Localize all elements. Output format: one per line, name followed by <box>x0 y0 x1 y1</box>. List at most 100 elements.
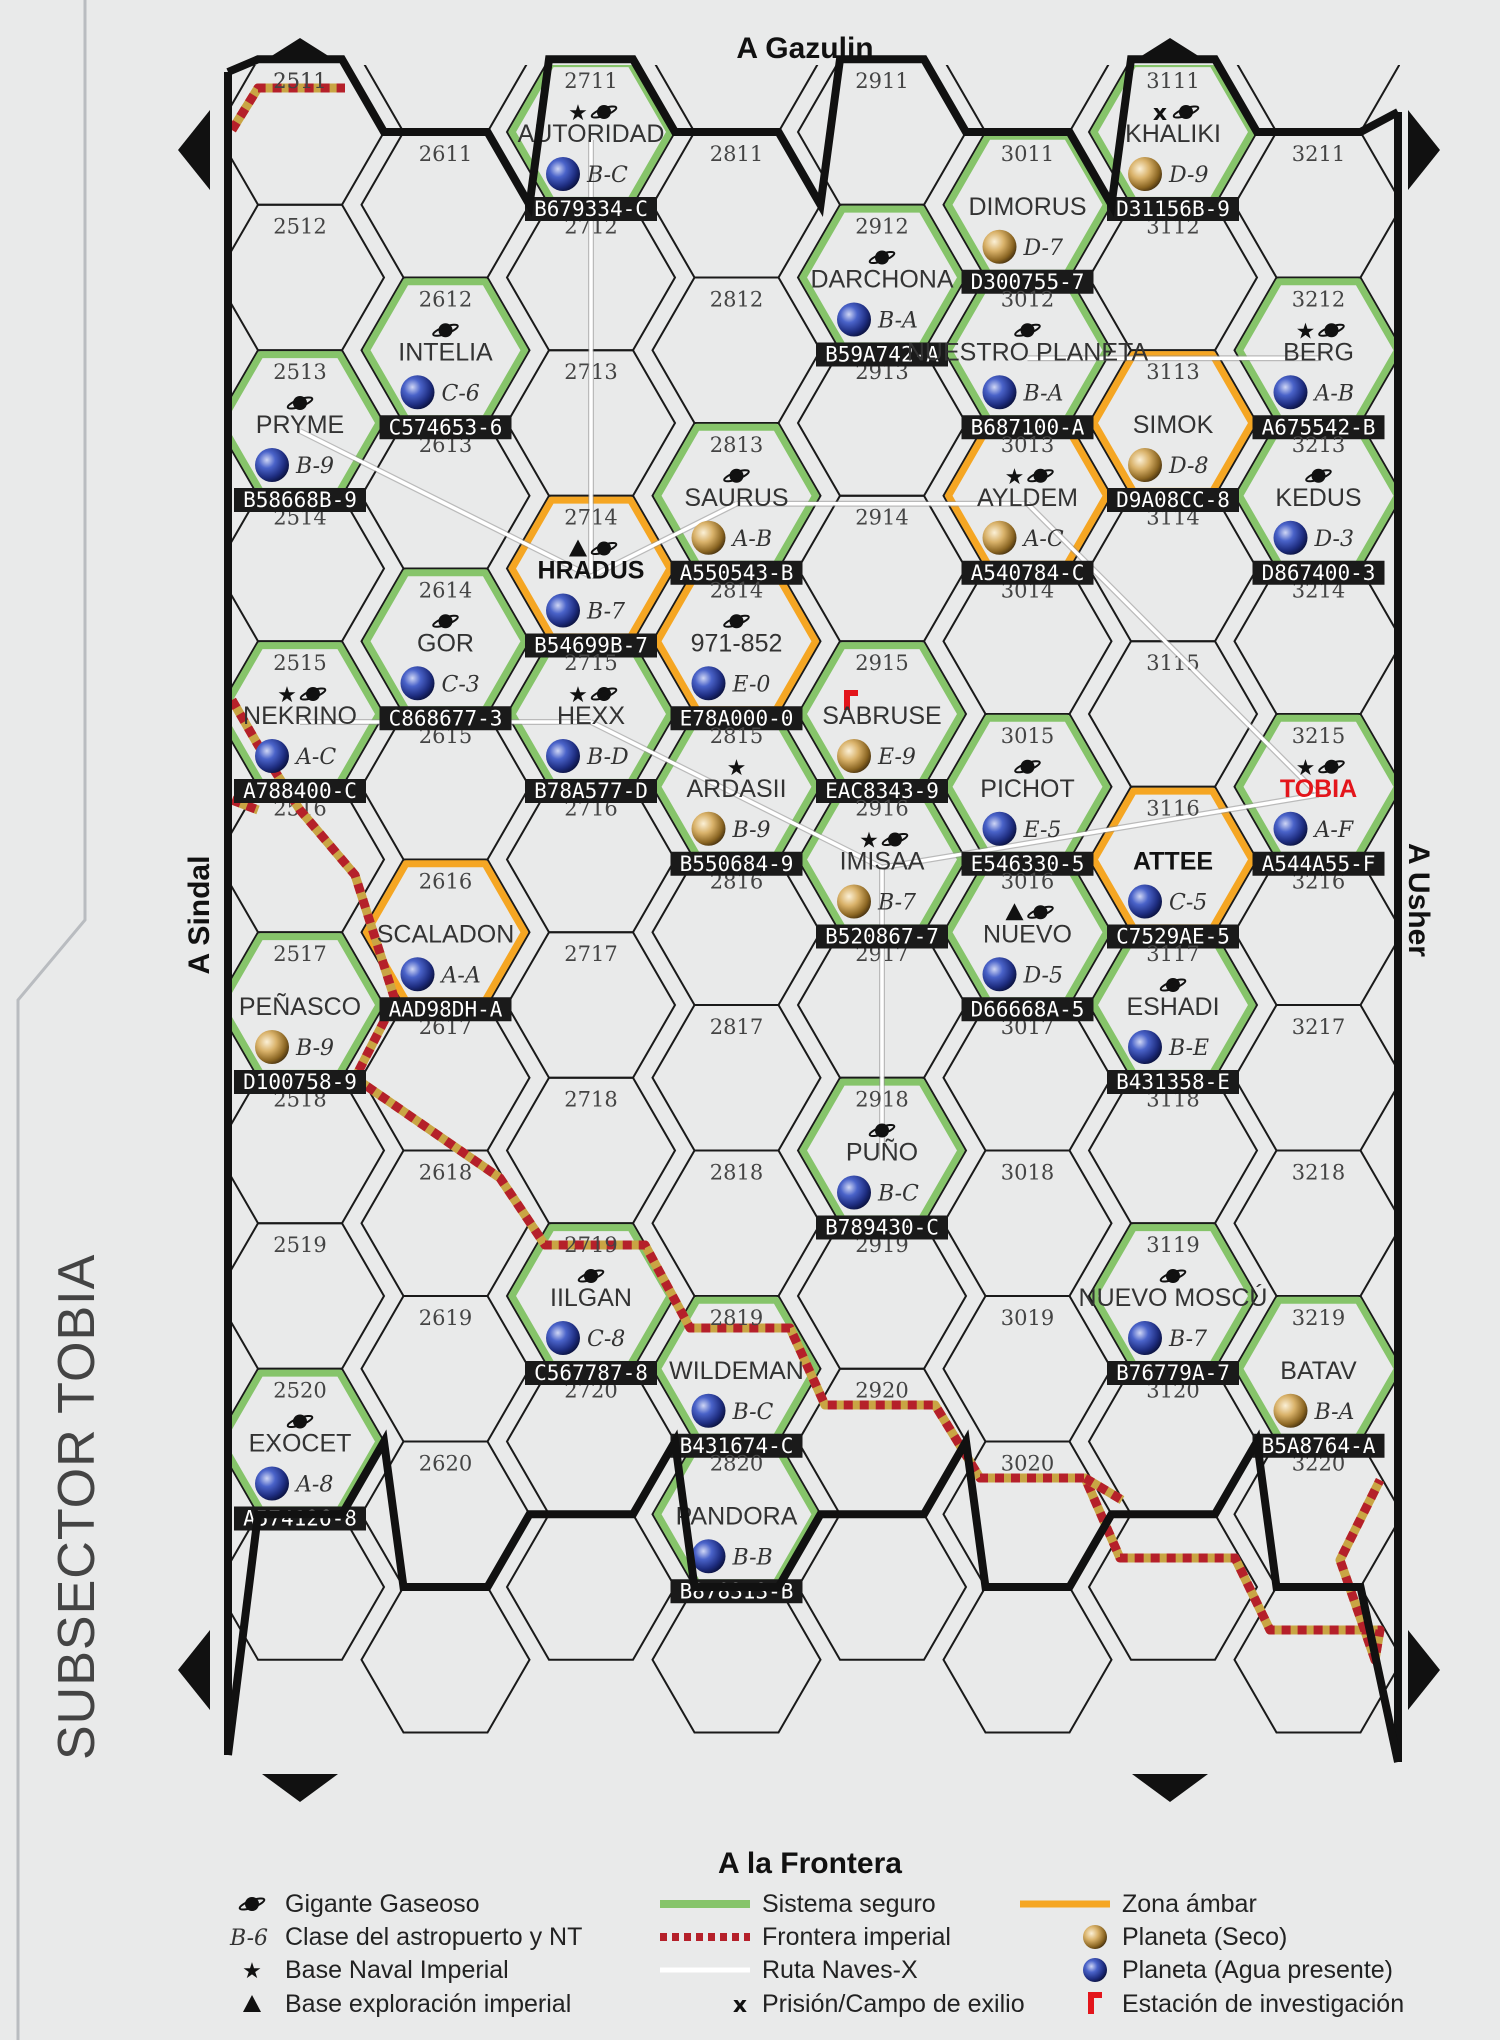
direction-left[interactable]: A Sindal <box>183 856 216 975</box>
starport-class: B-A <box>1023 381 1064 406</box>
water-planet-icon <box>546 593 580 628</box>
gas-giant-icon <box>1159 1269 1187 1283</box>
world-hexx[interactable]: 2715 ★HEXX B-D B78A577-D <box>525 651 657 803</box>
world-pichot[interactable]: 3015 PICHOT E-5 E546330-5 <box>961 724 1094 876</box>
gas-giant-icon <box>868 250 896 265</box>
world-intelia[interactable]: 2612 INTELIA C-6 C574653-6 <box>379 287 512 440</box>
gas-giant-icon <box>286 1414 314 1429</box>
water-planet-icon <box>400 957 435 992</box>
world-pu-o[interactable]: 2918 PUÑO B-C B789430-C <box>816 1088 948 1240</box>
arrow-left-bottom-icon[interactable] <box>178 1630 210 1710</box>
direction-bottom[interactable]: A la Frontera <box>718 1847 902 1880</box>
world-berg[interactable]: 3212 ★BERG A-B A675542-B <box>1252 287 1385 440</box>
hex-number: 2918 <box>855 1088 908 1112</box>
starport-class: C-6 <box>442 381 480 406</box>
hex-cell[interactable] <box>653 0 821 133</box>
world-saurus[interactable]: 2813 SAURUS A-B A550543-B <box>670 433 803 585</box>
world-name: SAURUS <box>684 484 788 512</box>
world-nuestro-planeta[interactable]: 3012 NUESTRO PLANETA B-A B687100-A <box>907 287 1149 440</box>
starport-class: C-5 <box>1169 891 1207 916</box>
arrow-left-top-icon[interactable] <box>178 110 210 190</box>
arrow-up-left-icon[interactable] <box>262 38 338 62</box>
uwp-box <box>670 560 803 585</box>
arrow-up-right-icon[interactable] <box>1132 38 1208 62</box>
hex-number: 2920 <box>855 1379 908 1403</box>
frame-top <box>226 55 1400 217</box>
world-batav[interactable]: 3219 BATAV B-A B5A8764-A <box>1252 1306 1385 1458</box>
world-971-852[interactable]: 2814 971-852 E-0 E78A000-0 <box>670 578 803 731</box>
world-sabruse[interactable]: 2915 SABRUSE E-9 EAC8343-9 <box>816 651 948 803</box>
arrow-down-left-icon[interactable] <box>262 1774 338 1802</box>
world-nuevo-mosc-[interactable]: 3119 NUEVO MOSCÚ B-7 B76779A-7 <box>1079 1233 1268 1385</box>
hex-number: 3011 <box>1001 142 1054 166</box>
world-nuevo[interactable]: 3016 NUEVO D-5 D66668A-5 <box>961 869 1094 1022</box>
direction-top[interactable]: A Gazulin <box>736 32 873 65</box>
uwp-box <box>816 779 948 803</box>
legend-item-scout: Base exploración imperial <box>243 1990 571 2018</box>
world-wildeman[interactable]: 2819 WILDEMAN B-C B431674-C <box>669 1306 804 1458</box>
water-planet-icon <box>1273 520 1308 555</box>
hex-cell[interactable] <box>796 1513 968 1661</box>
subsector-title: SUBSECTOR TOBIA <box>48 1254 106 1760</box>
world-hradus[interactable]: 2714 HRADUS B-7 B54699B-7 <box>525 506 657 658</box>
hex-cell[interactable] <box>651 1586 822 1734</box>
world-darchona[interactable]: 2912 DARCHONA B-A B59A742-A <box>810 215 954 367</box>
world-name: ATTEE <box>1133 848 1213 876</box>
starport-class: A-B <box>731 527 773 552</box>
hex-cell[interactable] <box>360 1586 531 1734</box>
hex-cell[interactable] <box>362 0 530 133</box>
xboat-route-line <box>735 793 883 870</box>
hex-number: 3219 <box>1292 1306 1345 1330</box>
water-planet-icon <box>255 739 289 773</box>
gas-giant-icon <box>1014 323 1041 338</box>
world-nekrino[interactable]: 2515 ★NEKRINO A-C A788400-C <box>234 651 366 803</box>
starport-class: A-C <box>294 745 336 770</box>
world-simok[interactable]: 3113 SIMOK D-8 D9A08CC-8 <box>1107 360 1239 512</box>
hex-number: 2612 <box>419 287 472 311</box>
hex-number: 2616 <box>419 869 472 893</box>
gas-giant-icon <box>723 614 750 629</box>
world-scaladon[interactable]: 2616 SCALADON A-A AAD98DH-A <box>377 869 515 1022</box>
hex-cell[interactable] <box>1235 0 1403 133</box>
starport-class: C-3 <box>442 672 480 697</box>
arrow-right-top-icon[interactable] <box>1408 110 1440 190</box>
uwp-box <box>234 779 366 803</box>
hex-number: 2719 <box>564 1233 617 1257</box>
hex-number: 2814 <box>710 578 763 602</box>
arrow-down-right-icon[interactable] <box>1132 1774 1208 1802</box>
legend-class-sample: B-6 <box>229 1926 268 1951</box>
arrow-right-bottom-icon[interactable] <box>1408 1630 1440 1710</box>
world-2511[interactable]: 2511 <box>273 69 326 93</box>
naval-base-icon: ★ <box>568 101 588 126</box>
world-tobia[interactable]: 3215 ★TOBIA A-F A544A55-F <box>1252 724 1385 876</box>
dry-planet-icon <box>1083 1925 1107 1949</box>
hex-cell[interactable] <box>944 0 1112 133</box>
legend-item-border: Frontera imperial <box>660 1923 951 1951</box>
world-kedus[interactable]: 3213 KEDUS D-3 D867400-3 <box>1252 433 1385 585</box>
world-pe-asco[interactable]: 2517 PEÑASCO B-9 D100758-9 <box>234 942 366 1094</box>
hex-cell[interactable] <box>505 1513 677 1661</box>
hex-cell[interactable] <box>942 1586 1113 1734</box>
world-ayldem[interactable]: 3013 ★AYLDEM A-C A540784-C <box>961 433 1094 585</box>
legend: Gigante Gaseoso B-6 Clase del astropuerto … <box>229 1890 1404 2018</box>
starport-class: B-9 <box>295 454 334 479</box>
uwp-code: B431674-C <box>680 1434 794 1458</box>
world-attee[interactable]: 3116 ATTEE C-5 C7529AE-5 <box>1107 797 1239 949</box>
world-dimorus[interactable]: 3011 DIMORUS D-7 D300755-7 <box>961 142 1094 294</box>
direction-right[interactable]: A Usher <box>1402 843 1435 957</box>
xboat-route-line <box>299 429 592 579</box>
world-ardasii[interactable]: 2815 ★ARDASII B-9 B550684-9 <box>670 724 803 876</box>
world-imisaa[interactable]: 2916 ★IMISAA B-7 B520867-7 <box>816 797 948 949</box>
gas-giant-icon <box>432 323 459 338</box>
hex-cell[interactable] <box>507 0 675 59</box>
world-eshadi[interactable]: 3117 ESHADI B-E B431358-E <box>1107 942 1239 1094</box>
world-name: KHALIKI <box>1125 120 1221 148</box>
world-pryme[interactable]: 2513 PRYME B-9 B58668B-9 <box>234 360 366 512</box>
world-name: DARCHONA <box>810 266 953 294</box>
world-gor[interactable]: 2614 GOR C-3 C868677-3 <box>379 578 512 731</box>
world-iilgan[interactable]: 2719 IILGAN C-8 C567787-8 <box>525 1233 657 1385</box>
uwp-box <box>525 633 657 658</box>
